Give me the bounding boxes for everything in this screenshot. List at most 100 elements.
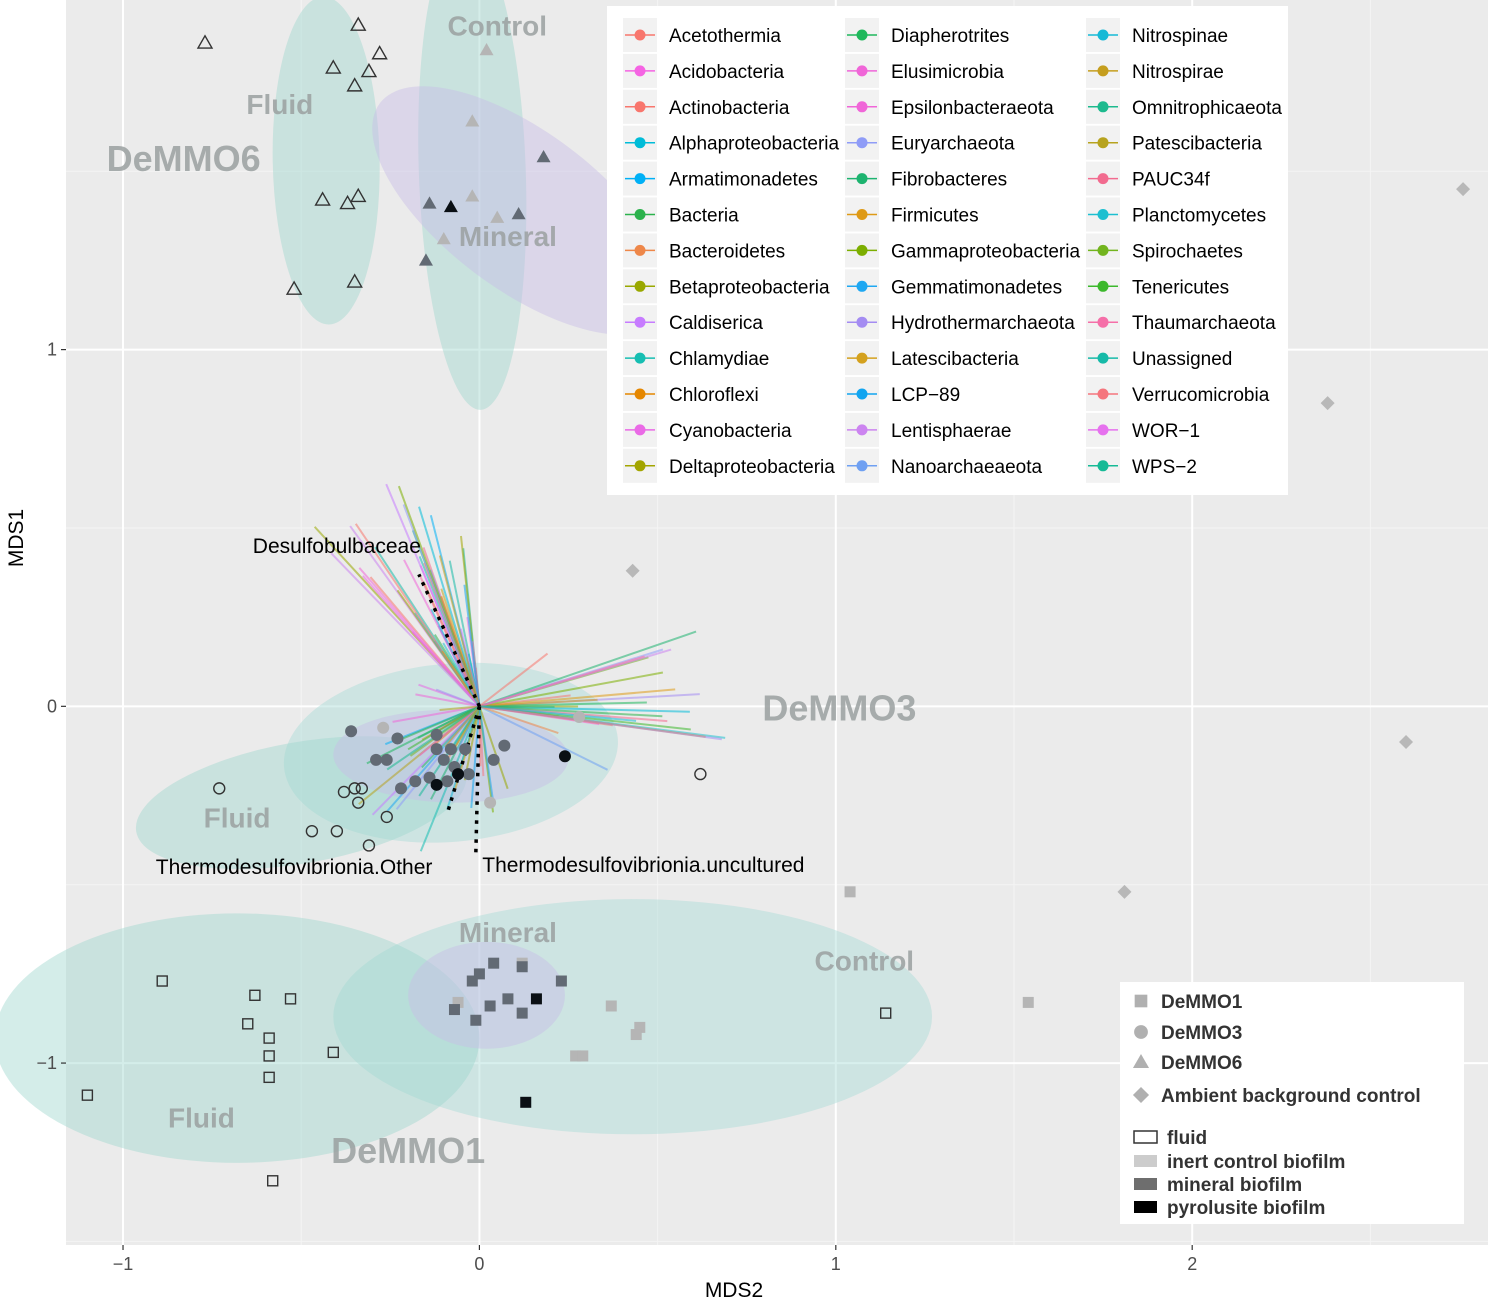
data-point-demmo1: [467, 976, 478, 987]
data-point-demmo1: [470, 1015, 481, 1026]
legend-key-dot: [635, 101, 646, 112]
legend-key-dot: [1098, 65, 1109, 76]
data-point-demmo1: [531, 993, 542, 1004]
legend-key-dot: [635, 173, 646, 184]
shape-legend-label: Ambient background control: [1161, 1086, 1421, 1107]
data-point-demmo3: [441, 775, 453, 787]
legend-key-dot: [857, 137, 868, 148]
phylum-legend-label: Unassigned: [1132, 349, 1232, 370]
shape-legend-label: DeMMO1: [1161, 992, 1243, 1013]
x-tick-label: 0: [474, 1254, 484, 1274]
phylum-legend-label: Chlamydiae: [669, 349, 769, 370]
legend-key-dot: [1098, 30, 1109, 41]
data-point-demmo1: [1023, 997, 1034, 1008]
phylum-legend-label: Acetothermia: [669, 26, 781, 47]
phylum-legend-label: Betaproteobacteria: [669, 277, 830, 298]
phylum-legend-label: Thaumarchaeota: [1132, 313, 1276, 334]
data-point-demmo3: [345, 725, 357, 737]
legend-key-dot: [1098, 460, 1109, 471]
x-tick-label: 2: [1187, 1254, 1197, 1274]
group-label: Mineral: [459, 917, 557, 948]
annotation-label: Thermodesulfovibrionia.Other: [156, 856, 433, 879]
group-label: Control: [815, 945, 915, 976]
phylum-legend-label: Spirochaetes: [1132, 241, 1243, 262]
phylum-legend-label: Latescibacteria: [891, 349, 1019, 370]
group-label: Fluid: [246, 89, 313, 120]
legend-shape-circle: [1134, 1025, 1148, 1039]
data-point-demmo3: [488, 754, 500, 766]
data-point-demmo1: [845, 886, 856, 897]
legend-shape-square: [1135, 995, 1148, 1008]
legend-key-dot: [857, 281, 868, 292]
data-point-demmo3: [484, 797, 496, 809]
annotation-label: Desulfobulbaceae: [253, 535, 421, 558]
phylum-legend-label: PAUC34f: [1132, 170, 1211, 191]
legend-key-dot: [857, 317, 868, 328]
legend-key-dot: [635, 65, 646, 76]
legend-key-dot: [857, 209, 868, 220]
data-point-demmo1: [488, 958, 499, 969]
fill-legend-label: inert control biofilm: [1167, 1152, 1345, 1173]
shape-legend-label: DeMMO3: [1161, 1023, 1242, 1044]
phylum-legend-label: Firmicutes: [891, 206, 979, 227]
annotation-label: Thermodesulfovibrionia.uncultured: [482, 854, 804, 877]
data-point-demmo1: [517, 1008, 528, 1019]
phylum-legend-label: Epsilonbacteraeota: [891, 98, 1054, 119]
legend-key-dot: [857, 245, 868, 256]
legend-key-dot: [635, 30, 646, 41]
data-point-demmo3: [381, 754, 393, 766]
data-point-demmo3: [370, 754, 382, 766]
y-tick-label: −1: [36, 1053, 57, 1073]
group-label: Control: [447, 11, 547, 42]
phylum-legend-label: Patescibacteria: [1132, 134, 1262, 155]
legend-key-dot: [1098, 101, 1109, 112]
data-point-demmo1: [556, 976, 567, 987]
legend-fill-swatch: [1134, 1155, 1157, 1167]
data-point-demmo1: [517, 961, 528, 972]
phylum-legend-label: Hydrothermarchaeota: [891, 313, 1075, 334]
group-label: Fluid: [168, 1102, 235, 1133]
legend-key-dot: [857, 101, 868, 112]
legend-key-dot: [1098, 209, 1109, 220]
legend-key-dot: [1098, 137, 1109, 148]
data-point-demmo3: [377, 722, 389, 734]
phylum-legend-label: Nitrospinae: [1132, 26, 1228, 47]
group-label: Mineral: [459, 221, 557, 252]
data-point-demmo3: [391, 732, 403, 744]
legend-key-dot: [1098, 317, 1109, 328]
phylum-legend-label: Nanoarchaeaeota: [891, 457, 1042, 478]
data-point-demmo3: [431, 779, 443, 791]
data-point-demmo3: [459, 743, 471, 755]
legend-key-dot: [635, 460, 646, 471]
legend-key-dot: [857, 389, 868, 400]
fill-legend-label: mineral biofilm: [1167, 1175, 1302, 1196]
phylum-legend-label: Verrucomicrobia: [1132, 385, 1270, 406]
phylum-legend-label: Caldiserica: [669, 313, 763, 334]
legend-key-dot: [857, 460, 868, 471]
y-axis-label: MDS1: [5, 509, 28, 567]
legend-key-dot: [635, 424, 646, 435]
phylum-legend-label: Elusimicrobia: [891, 62, 1004, 83]
data-point-demmo1: [606, 1000, 617, 1011]
legend-key-dot: [1098, 173, 1109, 184]
data-point-demmo3: [573, 711, 585, 723]
x-tick-label: −1: [113, 1254, 134, 1274]
phylum-legend-label: Bacteria: [669, 206, 739, 227]
ellipse-demmo1-fluid: [0, 913, 479, 1162]
data-point-demmo1: [485, 1000, 496, 1011]
legend-key-dot: [635, 281, 646, 292]
data-point-demmo1: [631, 1029, 642, 1040]
phylum-legend-label: Actinobacteria: [669, 98, 790, 119]
phylum-legend-label: Bacteroidetes: [669, 241, 785, 262]
phylum-legend-label: Diapherotrites: [891, 26, 1009, 47]
data-point-demmo3: [463, 768, 475, 780]
legend-key-dot: [857, 173, 868, 184]
phylum-legend-label: Chloroflexi: [669, 385, 759, 406]
phylum-legend-label: WOR−1: [1132, 421, 1200, 442]
legend-key-dot: [1098, 281, 1109, 292]
legend-key-dot: [857, 424, 868, 435]
legend-key-dot: [635, 317, 646, 328]
